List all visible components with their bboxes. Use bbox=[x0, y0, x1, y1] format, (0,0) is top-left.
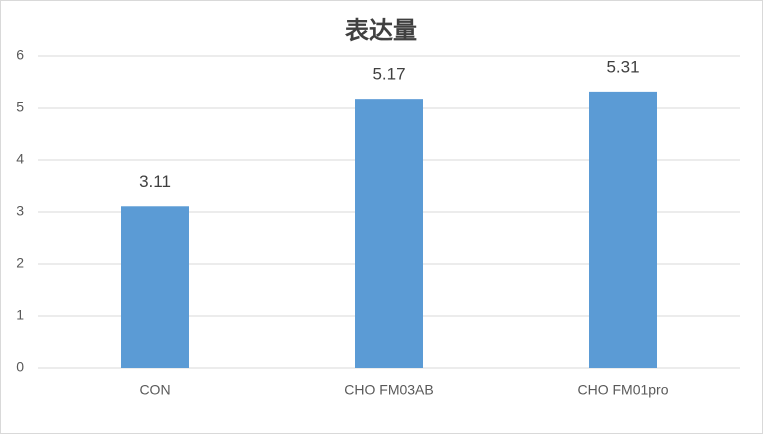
y-tick-label: 6 bbox=[16, 47, 24, 63]
data-label: 3.11 bbox=[139, 172, 171, 191]
x-tick-label: CHO FM03AB bbox=[344, 382, 433, 398]
y-tick-label: 3 bbox=[16, 203, 24, 219]
data-label: 5.17 bbox=[372, 65, 405, 84]
data-label: 5.31 bbox=[606, 57, 639, 76]
y-tick-label: 2 bbox=[16, 255, 24, 271]
chart-title: 表达量 bbox=[345, 17, 417, 44]
bar bbox=[121, 206, 189, 368]
x-tick-label: CHO FM01pro bbox=[577, 382, 668, 398]
y-tick-label: 4 bbox=[16, 151, 24, 167]
y-tick-label: 0 bbox=[16, 359, 24, 375]
y-tick-label: 5 bbox=[16, 99, 24, 115]
x-tick-label: CON bbox=[139, 382, 170, 398]
bar bbox=[355, 99, 423, 368]
y-tick-label: 1 bbox=[16, 307, 24, 323]
bar bbox=[589, 91, 657, 368]
